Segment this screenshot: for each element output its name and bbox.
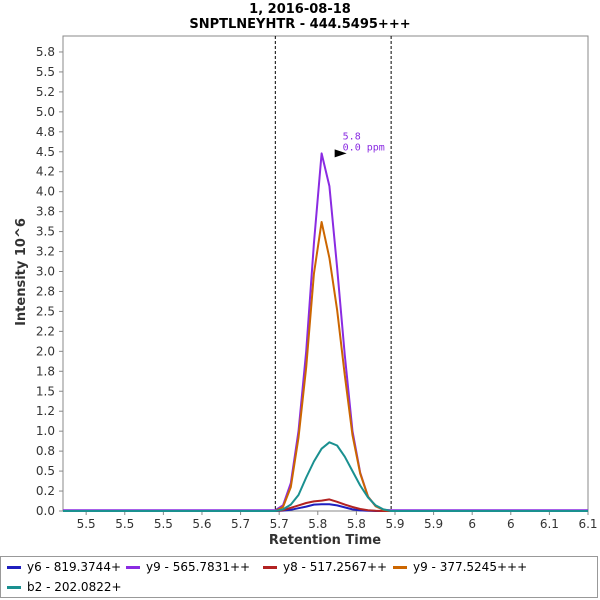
y-tick-label: 3.2 (36, 245, 55, 259)
y-tick-label: 0.0 (36, 504, 55, 518)
chart: 1, 2016-08-18 SNPTLNEYHTR - 444.5495+++ … (14, 2, 598, 548)
legend-item: y9 - 565.7831++ (126, 560, 250, 574)
y-tick-label: 2.0 (36, 344, 55, 358)
y-tick-label: 4.2 (36, 165, 55, 179)
y-tick-label: 3.8 (36, 205, 55, 219)
y-tick-label: 1.5 (36, 384, 55, 398)
peak-annotation-ppm: 0.0 ppm (343, 142, 385, 153)
series-line-4 (63, 441, 588, 512)
y-tick-label: 0.2 (36, 484, 55, 498)
legend-item: y9 - 377.5245+++ (393, 560, 527, 574)
y-tick-label: 2.2 (36, 324, 55, 338)
chart-title: 1, 2016-08-18 (249, 2, 351, 17)
x-tick-label: 6 (507, 517, 515, 531)
y-tick-label: 4.0 (36, 185, 55, 199)
legend: y6 - 819.3744+ y9 - 565.7831++ y8 - 517.25… (0, 556, 598, 598)
y-tick-label: 4.8 (36, 125, 55, 139)
series-lines (63, 152, 588, 512)
legend-label: y8 - 517.2567++ (283, 560, 388, 574)
x-tick-label: 5.5 (154, 517, 173, 531)
legend-swatch-icon (263, 565, 277, 569)
peak-annotation: 5.8 0.0 ppm (334, 131, 385, 158)
x-axis: 5.5 5.5 5.5 5.6 5.7 5.7 5.8 5.8 5.9 5.9 6 6 6.1 6.1 (77, 511, 598, 531)
x-tick-label: 6.1 (578, 517, 597, 531)
legend-swatch-icon (7, 565, 21, 569)
y-tick-label: 4.5 (36, 145, 55, 159)
legend-label: b2 - 202.0822+ (27, 580, 122, 594)
y-tick-label: 3.0 (36, 265, 55, 279)
x-tick-label: 5.7 (270, 517, 289, 531)
chart-subtitle: SNPTLNEYHTR - 444.5495+++ (189, 17, 410, 32)
x-tick-label: 5.6 (192, 517, 211, 531)
y-tick-label: 2.5 (36, 304, 55, 318)
peak-annotation-rt: 5.8 (343, 131, 361, 142)
x-tick-label: 5.7 (231, 517, 250, 531)
y-axis: 0.0 0.2 0.5 0.8 1.0 1.2 1.5 1.8 2.0 2.2 2.5 2.8 3.0 3… (36, 45, 63, 518)
y-tick-label: 0.8 (36, 444, 55, 458)
y-tick-label: 5.2 (36, 85, 55, 99)
y-tick-label: 5.5 (36, 65, 55, 79)
y-tick-label: 5.0 (36, 105, 55, 119)
x-tick-label: 5.8 (308, 517, 327, 531)
x-tick-label: 5.9 (424, 517, 443, 531)
y-tick-label: 0.5 (36, 464, 55, 478)
legend-item: b2 - 202.0822+ (7, 580, 122, 594)
y-tick-label: 1.2 (36, 404, 55, 418)
legend-label: y9 - 377.5245+++ (413, 560, 528, 574)
y-tick-label: 1.8 (36, 364, 55, 378)
legend-label: y9 - 565.7831++ (146, 560, 251, 574)
series-line-2 (63, 498, 588, 512)
y-tick-label: 2.8 (36, 284, 55, 298)
legend-swatch-icon (7, 585, 21, 589)
legend-item: y8 - 517.2567++ (263, 560, 387, 574)
peak-arrow-icon (334, 149, 347, 158)
y-tick-label: 3.5 (36, 225, 55, 239)
x-tick-label: 5.5 (77, 517, 96, 531)
x-axis-label: Retention Time (269, 533, 381, 548)
legend-item: y6 - 819.3744+ (7, 560, 121, 574)
legend-swatch-icon (393, 565, 407, 569)
legend-label: y6 - 819.3744+ (27, 560, 122, 574)
integration-bounds (274, 36, 392, 511)
legend-swatch-icon (126, 565, 140, 569)
x-tick-label: 5.5 (115, 517, 134, 531)
x-tick-label: 5.9 (385, 517, 404, 531)
x-tick-label: 5.8 (347, 517, 366, 531)
x-tick-label: 6 (468, 517, 476, 531)
y-axis-label: Intensity 10^6 (14, 218, 29, 326)
y-tick-label: 1.0 (36, 424, 55, 438)
plot-area (62, 35, 589, 512)
x-tick-label: 6.1 (540, 517, 559, 531)
y-tick-label: 5.8 (36, 45, 55, 59)
